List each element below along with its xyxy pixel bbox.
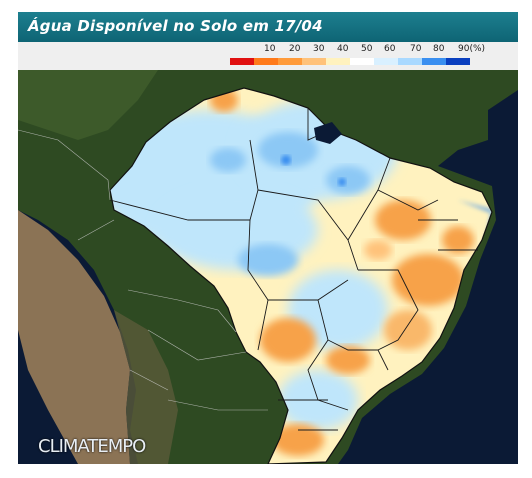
legend-label: 90(%)	[458, 44, 486, 54]
brazil-moisture-field	[110, 88, 492, 464]
legend-label: 50	[361, 44, 373, 54]
legend-label: 60	[384, 44, 396, 54]
legend-label: 80	[433, 44, 445, 54]
country-borders	[18, 129, 268, 411]
legend-swatch	[350, 58, 374, 65]
legend-swatch	[230, 58, 254, 65]
climatempo-logo: CLIMATEMPO	[38, 436, 146, 457]
legend-label: 40	[337, 44, 349, 54]
brazil-border	[109, 87, 493, 464]
chaco-region	[114, 310, 178, 464]
legend-label: 30	[313, 44, 325, 54]
legend-swatch	[326, 58, 350, 65]
legend: 10 20 30 40 50 60 70 80 90(%)	[18, 42, 518, 70]
legend-swatch	[302, 58, 326, 65]
brazil-soil-water-map	[18, 70, 518, 464]
map-image	[18, 70, 518, 464]
legend-swatch	[398, 58, 422, 65]
legend-swatch	[278, 58, 302, 65]
legend-label: 70	[410, 44, 422, 54]
header-bar: Água Disponível no Solo em 17/04	[18, 12, 518, 42]
legend-swatch	[374, 58, 398, 65]
legend-labels: 10 20 30 40 50 60 70 80 90(%)	[250, 44, 500, 56]
map-title: Água Disponível no Solo em 17/04	[28, 17, 323, 35]
legend-color-scale	[230, 58, 470, 65]
andes-region	[18, 210, 130, 464]
legend-label: 10	[264, 44, 276, 54]
legend-swatch	[446, 58, 470, 65]
legend-swatch	[254, 58, 278, 65]
legend-swatch	[422, 58, 446, 65]
map-panel: Água Disponível no Solo em 17/04 10 20 3…	[18, 12, 518, 464]
legend-label: 20	[289, 44, 301, 54]
northern-land	[18, 70, 158, 140]
marajo-island	[314, 122, 342, 144]
state-boundaries	[109, 108, 478, 431]
